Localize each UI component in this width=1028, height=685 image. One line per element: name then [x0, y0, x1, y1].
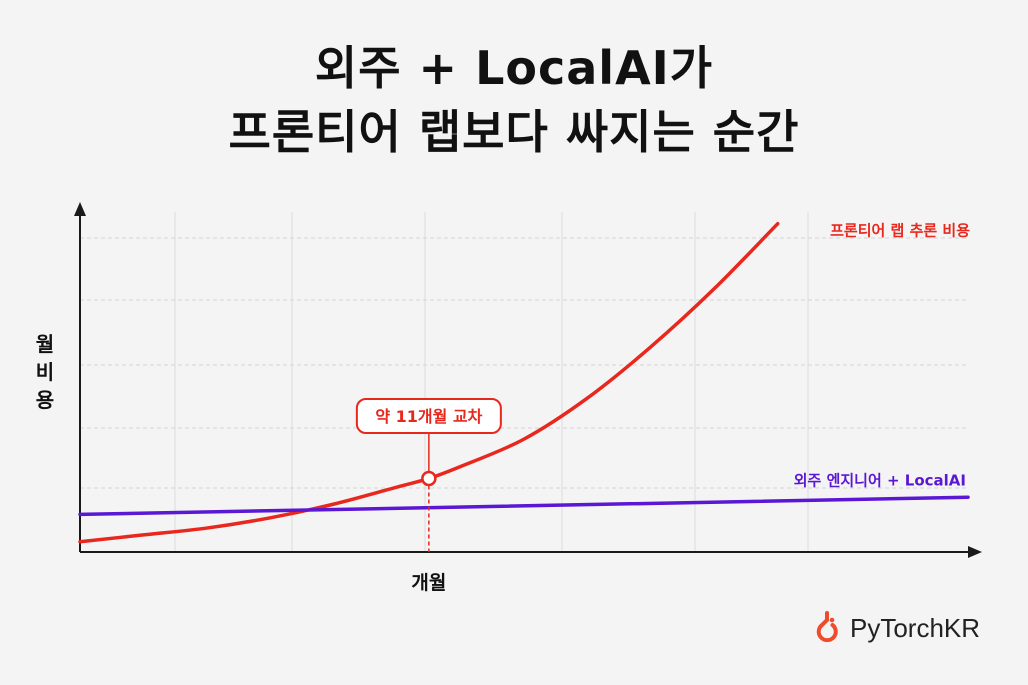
y-axis-label-char: 월: [35, 332, 55, 356]
y-axis-arrow: [74, 202, 86, 216]
grid: [80, 212, 968, 552]
crossover-callout-text: 약 11개월 교차: [375, 407, 482, 426]
chart-title: 외주 + LocalAI가 프론티어 랩보다 싸지는 순간: [0, 36, 1028, 164]
brand-name: PyTorchKR: [850, 612, 981, 643]
y-axis-label-char: 용: [35, 388, 55, 412]
title-line-2: 프론티어 랩보다 싸지는 순간: [228, 105, 800, 159]
series-group: [78, 221, 970, 544]
y-axis-label-char: 비: [35, 360, 55, 384]
x-axis-arrow: [968, 546, 982, 558]
x-axis-label: 개월: [411, 572, 446, 594]
brand: PyTorchKR: [812, 606, 980, 650]
series-label-1: 프론티어 랩 추론 비용: [830, 222, 970, 240]
title-line-1: 외주 + LocalAI가: [314, 41, 714, 95]
axes: [74, 202, 982, 558]
crossover-point: [421, 470, 437, 487]
series-label-2: 외주 엔지니어 + LocalAI: [794, 471, 966, 489]
crossover-callout-box: [355, 398, 502, 434]
series-line-2: [78, 495, 970, 517]
pytorch-flame-icon: [816, 611, 838, 643]
